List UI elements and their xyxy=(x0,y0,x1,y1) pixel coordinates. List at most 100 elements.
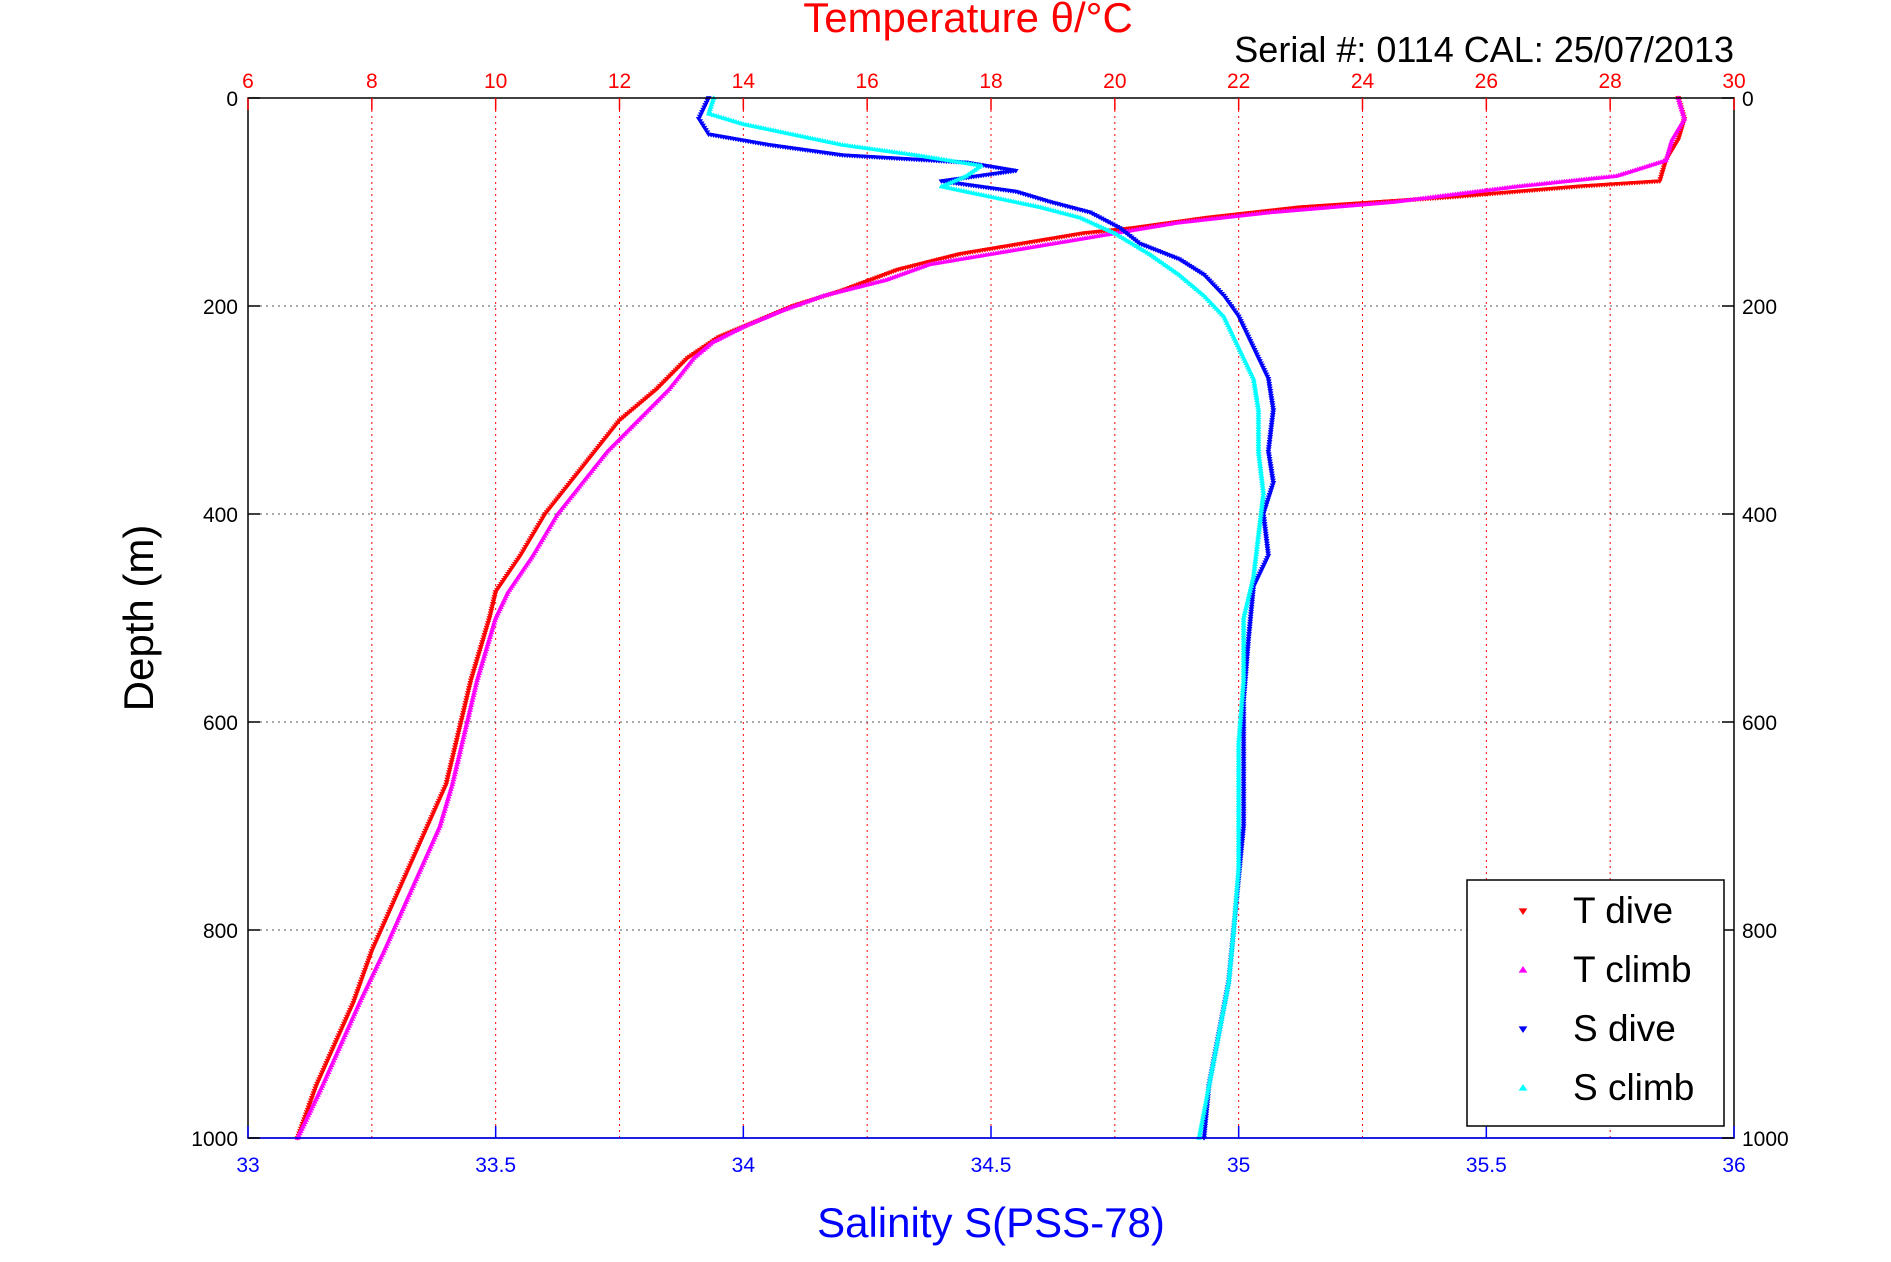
data-point-s-dive xyxy=(1240,769,1247,774)
data-point-t-dive xyxy=(486,616,493,621)
data-point-s-dive xyxy=(1266,459,1273,464)
data-point-t-dive xyxy=(325,1056,332,1062)
data-point-t-dive xyxy=(443,782,450,788)
data-point-s-dive xyxy=(1269,478,1277,484)
data-point-t-dive xyxy=(461,703,469,708)
data-point-t-dive xyxy=(486,613,494,619)
data-point-s-dive xyxy=(1240,801,1247,807)
data-point-s-dive xyxy=(1268,468,1275,474)
data-point-t-dive xyxy=(388,905,395,910)
data-point-s-dive xyxy=(704,130,711,135)
data-point-t-dive xyxy=(447,765,454,770)
data-point-t-dive xyxy=(467,681,474,686)
data-point-t-dive xyxy=(1661,163,1668,168)
tick-label-temperature: 6 xyxy=(242,70,254,93)
tick-label-salinity: 35 xyxy=(1227,1154,1250,1177)
data-point-t-dive xyxy=(464,693,471,699)
data-point-s-dive xyxy=(1267,430,1274,435)
data-point-t-dive xyxy=(390,900,397,906)
data-point-s-dive xyxy=(1264,497,1272,503)
data-point-t-dive xyxy=(477,644,484,650)
data-point-t-dive xyxy=(446,767,453,773)
data-point-s-dive xyxy=(1261,524,1268,530)
data-point-s-dive xyxy=(1267,427,1275,433)
data-point-s-dive xyxy=(1245,639,1252,645)
data-point-t-dive xyxy=(384,914,391,919)
data-point-s-dive xyxy=(1249,343,1256,349)
data-point-s-dive xyxy=(1240,824,1247,829)
data-layer xyxy=(294,95,1688,1141)
data-point-s-dive xyxy=(1240,741,1247,747)
data-point-s-dive xyxy=(1240,756,1247,762)
tick-label-salinity: 33 xyxy=(236,1154,259,1177)
tick-label-depth-left: 1000 xyxy=(191,1128,238,1151)
data-point-s-dive xyxy=(1264,374,1271,380)
data-point-t-dive xyxy=(404,868,412,873)
data-point-t-dive xyxy=(367,951,375,956)
data-point-s-dive xyxy=(1237,319,1244,324)
data-point-t-dive xyxy=(461,705,468,711)
data-point-t-dive xyxy=(1660,167,1667,173)
data-point-s-dive xyxy=(1269,400,1276,406)
data-point-t-dive xyxy=(492,592,499,598)
data-point-t-dive xyxy=(311,1088,318,1094)
data-point-s-dive xyxy=(1202,1123,1209,1129)
data-point-t-dive xyxy=(313,1084,320,1089)
data-point-t-dive xyxy=(470,668,477,674)
data-point-s-dive xyxy=(1240,771,1247,777)
data-point-s-dive xyxy=(1240,744,1247,749)
data-point-s-dive xyxy=(1266,442,1273,448)
data-point-t-dive xyxy=(314,1081,321,1087)
data-point-t-dive xyxy=(1676,133,1683,138)
data-point-s-dive xyxy=(1268,422,1275,428)
data-point-t-dive xyxy=(316,1077,323,1082)
data-point-s-dive xyxy=(1260,564,1267,570)
data-point-t-dive xyxy=(351,996,359,1001)
data-point-t-dive xyxy=(309,1093,316,1099)
data-point-t-dive xyxy=(398,881,405,887)
data-point-s-dive xyxy=(1240,325,1248,331)
data-point-t-dive xyxy=(431,808,438,813)
data-point-s-dive xyxy=(1262,529,1269,534)
data-point-s-dive xyxy=(699,123,707,129)
data-point-t-dive xyxy=(460,710,467,716)
data-point-s-dive xyxy=(1252,350,1259,355)
data-point-t-dive xyxy=(343,1014,351,1020)
data-point-t-dive xyxy=(399,879,406,885)
data-point-s-dive xyxy=(1265,376,1272,382)
data-point-t-dive xyxy=(474,654,482,660)
data-point-t-dive xyxy=(454,735,461,741)
data-point-t-dive xyxy=(335,1033,342,1038)
tick-label-temperature: 18 xyxy=(979,70,1002,93)
tick-label-temperature: 12 xyxy=(608,70,631,93)
data-point-s-dive xyxy=(1246,336,1253,342)
data-point-t-dive xyxy=(451,745,459,751)
data-point-s-dive xyxy=(1265,553,1272,559)
data-point-s-dive xyxy=(1240,746,1247,752)
data-point-s-dive xyxy=(1268,485,1275,491)
data-point-t-dive xyxy=(457,720,464,726)
data-point-t-dive xyxy=(337,1028,344,1034)
data-point-t-dive xyxy=(391,898,398,903)
tick-label-temperature: 10 xyxy=(484,70,507,93)
data-point-t-dive xyxy=(366,956,373,961)
data-point-t-dive xyxy=(312,1086,319,1092)
data-point-s-dive xyxy=(1262,534,1270,539)
data-point-s-dive xyxy=(702,128,709,133)
tick-label-salinity: 34 xyxy=(732,1154,756,1177)
data-point-t-dive xyxy=(453,740,460,746)
data-point-t-dive xyxy=(411,854,418,859)
tick-label-depth-right: 200 xyxy=(1742,296,1777,319)
data-point-t-dive xyxy=(465,688,472,694)
data-point-s-dive xyxy=(1240,806,1247,812)
data-point-s-dive xyxy=(1240,804,1247,809)
data-point-s-dive xyxy=(1235,314,1242,320)
data-point-s-dive xyxy=(1268,471,1275,476)
data-point-t-dive xyxy=(428,814,435,820)
data-point-t-dive xyxy=(412,851,419,857)
data-point-s-dive xyxy=(1266,437,1273,443)
data-point-t-dive xyxy=(490,597,498,602)
data-point-s-dive xyxy=(1258,567,1266,572)
data-point-s-dive xyxy=(1240,739,1247,744)
data-point-s-dive xyxy=(1240,754,1247,759)
